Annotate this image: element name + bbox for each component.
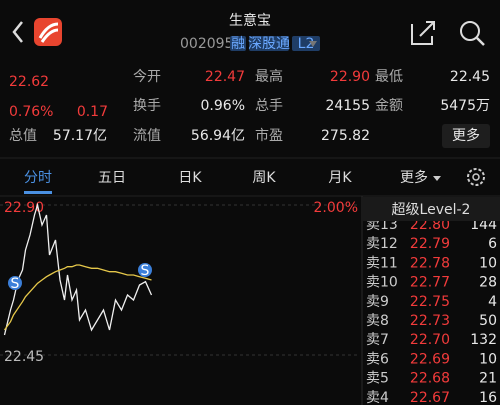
y-tick-label: 22.90 [4, 200, 44, 216]
stat-value: 24155 [325, 98, 370, 114]
order-volume: 21 [479, 371, 497, 387]
stat-label: 总值 [9, 128, 37, 144]
stat-label: 最低 [375, 69, 403, 85]
order-label: 卖9 [366, 294, 389, 310]
stat-value: 22.45 [450, 69, 490, 85]
order-price: 22.69 [410, 351, 450, 367]
tab[interactable]: 五日 [98, 170, 126, 186]
app-icon [34, 18, 62, 46]
stat-label: 总手 [255, 98, 283, 114]
order-label: 卖11 [366, 255, 398, 271]
order-volume: 6 [488, 236, 497, 252]
stat-value: 22.90 [330, 69, 370, 85]
order-price: 22.67 [410, 390, 450, 405]
signal-marker [8, 276, 22, 290]
order-volume: 16 [479, 390, 497, 405]
dropdown[interactable] [309, 41, 317, 47]
level2-header-bg [363, 197, 500, 221]
change-pct: 0.76% [9, 104, 53, 120]
order-volume: 50 [479, 313, 497, 329]
series-line [3, 202, 153, 336]
stock-code: 002095 [180, 36, 233, 52]
order-label: 卖5 [366, 371, 389, 387]
stat-label: 换手 [133, 97, 161, 114]
app-icon-mark [38, 22, 59, 43]
badge-bg [249, 36, 289, 51]
stat-value: 56.94亿 [191, 128, 245, 144]
tab[interactable]: 分时 [24, 170, 52, 186]
order-price: 22.73 [410, 313, 450, 329]
order-volume: 10 [479, 255, 497, 271]
title: 生意宝 [229, 12, 271, 29]
tab-dropdown[interactable] [433, 176, 441, 181]
change: 0.17 [77, 104, 108, 120]
stat-label: 今开 [133, 69, 161, 85]
settings-hub [472, 173, 480, 181]
order-price: 22.70 [410, 332, 450, 348]
tab[interactable]: 日K [178, 170, 202, 186]
stat-value: 57.17亿 [53, 128, 107, 144]
more-button[interactable] [442, 124, 490, 148]
order-price: 22.75 [410, 294, 450, 310]
stat-value: 5475万 [440, 98, 490, 114]
search-handle [476, 37, 485, 46]
share-button[interactable] [411, 21, 435, 45]
stat-label: 流值 [133, 128, 161, 144]
stat-value: 275.82 [321, 128, 370, 144]
order-price: 22.78 [410, 255, 450, 271]
order-label: 卖6 [366, 351, 389, 367]
badge: L2 [298, 36, 315, 52]
y-tick-label: 22.45 [4, 349, 44, 365]
order-label: 卖4 [366, 390, 389, 405]
signal-label: S [141, 263, 150, 279]
stat-label: 最高 [255, 68, 283, 85]
level2-title: 超级Level-2 [392, 202, 471, 218]
settings-button[interactable] [467, 168, 485, 186]
tab[interactable]: 月K [328, 170, 352, 186]
price: 22.62 [9, 74, 49, 90]
order-volume: 10 [479, 351, 497, 367]
order-label: 卖12 [366, 236, 398, 252]
stat-value: 0.96% [201, 98, 245, 114]
order-volume: 132 [470, 332, 497, 348]
stat-value: 22.47 [205, 69, 245, 85]
signal-label: S [11, 276, 20, 292]
badge: 融 [231, 36, 245, 52]
stat-label: 金额 [375, 98, 403, 114]
signal-marker [138, 263, 152, 277]
order-label: 卖7 [366, 332, 389, 348]
order-price: 22.79 [410, 236, 450, 252]
order-volume: 28 [479, 275, 497, 291]
series-line [3, 264, 152, 331]
search-button[interactable] [460, 21, 480, 41]
order-label: 卖10 [366, 275, 398, 291]
back-button[interactable] [12, 21, 23, 43]
badge-bg [292, 36, 320, 51]
tab-underline [24, 191, 52, 194]
more-label[interactable]: 更多 [452, 127, 480, 144]
order-label: 卖8 [366, 313, 389, 329]
order-price: 22.77 [410, 275, 450, 291]
order-volume: 4 [488, 294, 497, 310]
order-price: 22.68 [410, 371, 450, 387]
badge: 深股通 [248, 36, 290, 52]
stat-label: 市盈 [255, 127, 283, 144]
y2-tick-label: 2.00% [314, 200, 358, 216]
tab[interactable]: 周K [252, 170, 276, 186]
badge-bg [230, 36, 246, 51]
tab[interactable]: 更多 [400, 169, 428, 186]
